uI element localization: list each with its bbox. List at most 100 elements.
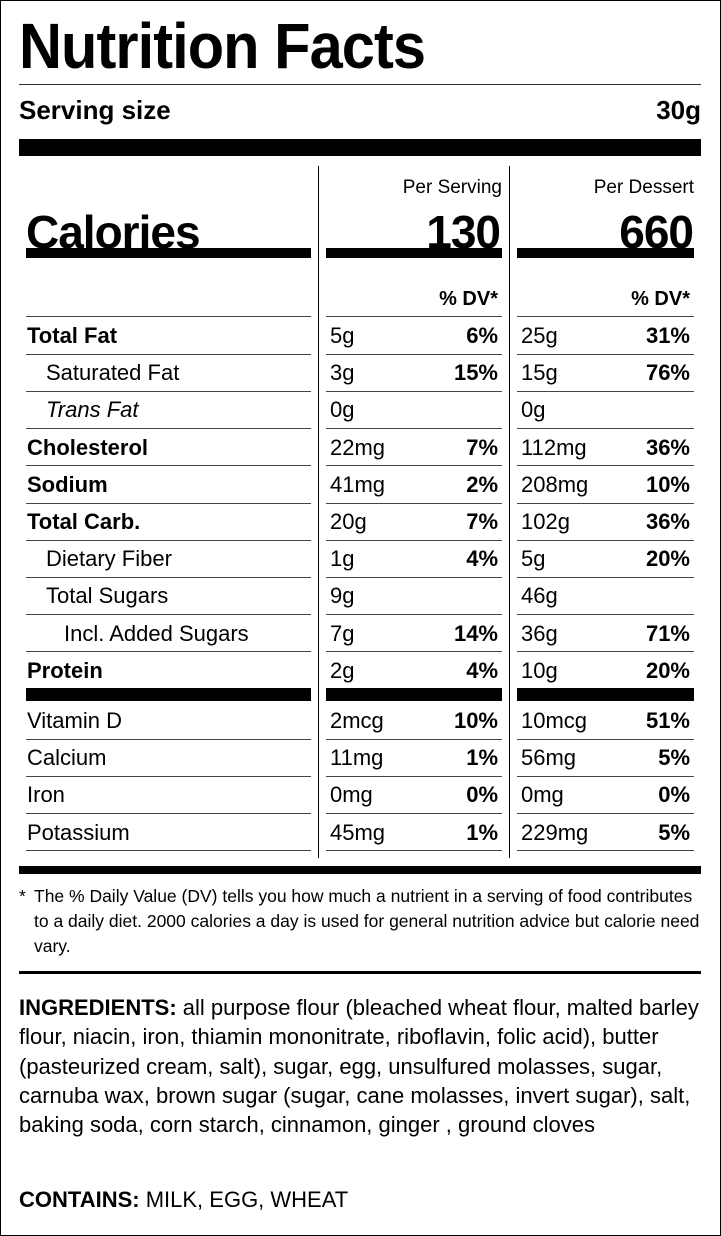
serving-dv: 15% — [453, 360, 498, 386]
dessert-amount: 15g — [521, 360, 558, 386]
contains-label: CONTAINS: — [19, 1187, 140, 1212]
contains-text: MILK, EGG, WHEAT — [139, 1187, 349, 1212]
dessert-amount: 10g — [521, 657, 558, 683]
serving-amount: 11mg — [330, 745, 384, 771]
serving-amount: 0g — [330, 397, 355, 423]
serving-dv: 0% — [466, 782, 498, 808]
dv-header-serving: % DV* — [439, 288, 498, 310]
row-rule — [326, 316, 502, 317]
nutrient-name: Protein — [27, 657, 103, 683]
footnote-asterisk: * — [19, 886, 26, 906]
serving-amount: 1g — [330, 546, 355, 572]
dessert-amount: 0mg — [521, 782, 564, 808]
dessert-amount: 25g — [521, 323, 558, 348]
column-divider-2 — [509, 166, 510, 858]
footnote-divider-bar — [19, 866, 701, 874]
nutrient-name: Trans Fat — [46, 397, 139, 423]
row-rule — [517, 391, 694, 392]
row-rule — [26, 503, 311, 504]
row-rule — [326, 776, 502, 777]
nutrient-name: Total Carb. — [27, 509, 141, 534]
serving-size-label: Serving size — [19, 95, 171, 125]
row-rule — [326, 614, 502, 615]
row-rule — [326, 428, 502, 429]
serving-amount: 7g — [330, 620, 355, 646]
row-rule — [26, 776, 311, 777]
ingredients: INGREDIENTS: all purpose flour (bleached… — [19, 993, 709, 1139]
nutrient-name: Calcium — [27, 745, 107, 771]
nutrient-name: Cholesterol — [27, 434, 149, 460]
serving-dv: 1% — [466, 819, 498, 845]
calories-bar-serving — [326, 248, 502, 258]
dessert-dv: 36% — [645, 509, 690, 534]
calories-bar-dessert — [517, 248, 694, 258]
serving-dv: 1% — [466, 745, 498, 771]
dessert-dv: 20% — [645, 546, 690, 572]
row-rule — [26, 813, 311, 814]
ingredients-divider — [19, 971, 701, 974]
serving-size-value: 30g — [656, 95, 701, 125]
row-rule — [517, 651, 694, 652]
row-rule — [26, 540, 311, 541]
nutrient-name: Incl. Added Sugars — [64, 620, 249, 646]
row-rule — [517, 850, 694, 851]
dessert-amount: 0g — [521, 397, 546, 423]
row-rule — [517, 465, 694, 466]
serving-amount: 22mg — [330, 434, 386, 460]
dessert-dv: 20% — [645, 657, 690, 683]
dessert-amount: 102g — [521, 509, 570, 534]
footnote: * The % Daily Value (DV) tells you how m… — [19, 884, 703, 959]
dessert-amount: 56mg — [521, 745, 577, 771]
row-rule — [517, 316, 694, 317]
row-rule — [326, 465, 502, 466]
row-rule — [326, 540, 502, 541]
dessert-amount: 112mg — [521, 434, 587, 460]
serving-amount: 45mg — [330, 819, 386, 845]
serving-dv: 6% — [466, 323, 498, 348]
dessert-dv: 76% — [645, 360, 690, 386]
serving-amount: 0mg — [330, 782, 373, 808]
nutrient-name: Saturated Fat — [46, 360, 180, 386]
dessert-dv: 0% — [658, 782, 690, 808]
per-serving-header: Per Serving — [402, 177, 502, 198]
serving-dv: 4% — [466, 657, 498, 683]
title-divider — [19, 84, 701, 85]
nutrient-name: Iron — [27, 782, 65, 808]
dessert-amount: 5g — [521, 546, 546, 572]
dessert-dv: 10% — [645, 471, 690, 497]
row-rule — [326, 651, 502, 652]
serving-dv: 10% — [453, 708, 498, 733]
serving-amount: 5g — [330, 323, 355, 348]
serving-dv: 7% — [466, 509, 498, 534]
serving-amount: 20g — [330, 509, 367, 534]
row-rule — [326, 739, 502, 740]
dessert-dv: 31% — [645, 323, 690, 348]
dessert-amount: 10mcg — [521, 708, 588, 733]
row-rule — [26, 465, 311, 466]
serving-divider-bar — [19, 139, 701, 156]
row-rule — [26, 428, 311, 429]
row-rule — [326, 391, 502, 392]
row-rule — [26, 614, 311, 615]
dessert-dv: 36% — [645, 434, 690, 460]
row-rule — [326, 850, 502, 851]
nutrient-name: Sodium — [27, 471, 108, 497]
row-rule — [517, 614, 694, 615]
dessert-dv: 5% — [658, 819, 690, 845]
row-rule — [517, 577, 694, 578]
row-rule — [26, 739, 311, 740]
row-rule — [517, 354, 694, 355]
serving-amount: 9g — [330, 583, 355, 609]
dessert-dv: 51% — [645, 708, 690, 733]
nutrient-name: Total Fat — [27, 323, 118, 348]
per-dessert-header: Per Dessert — [593, 177, 694, 198]
dessert-amount: 36g — [521, 620, 558, 646]
serving-amount: 2g — [330, 657, 355, 683]
nutrient-name: Dietary Fiber — [46, 546, 172, 572]
dessert-amount: 229mg — [521, 819, 589, 845]
serving-amount: 41mg — [330, 471, 386, 497]
row-rule — [26, 354, 311, 355]
column-divider-1 — [318, 166, 319, 858]
calories-bar — [26, 248, 311, 258]
ingredients-label: INGREDIENTS: — [19, 995, 177, 1020]
